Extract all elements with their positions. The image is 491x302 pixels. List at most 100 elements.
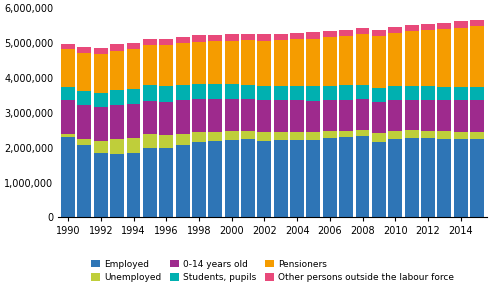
Bar [225, 131, 239, 140]
Bar [143, 45, 157, 85]
Bar [110, 90, 124, 104]
Bar [208, 132, 222, 141]
Bar [192, 99, 206, 132]
Bar [143, 85, 157, 101]
Bar [290, 33, 304, 39]
Bar [470, 20, 484, 27]
Bar [290, 132, 304, 140]
Bar [127, 43, 140, 49]
Bar [78, 53, 91, 91]
Bar [241, 40, 255, 85]
Bar [192, 42, 206, 84]
Bar [339, 85, 353, 100]
Bar [306, 140, 321, 217]
Bar [176, 101, 190, 134]
Bar [94, 93, 108, 107]
Bar [208, 34, 222, 41]
Bar [274, 40, 288, 86]
Bar [339, 137, 353, 217]
Bar [290, 140, 304, 217]
Bar [225, 84, 239, 98]
Bar [405, 25, 418, 31]
Bar [110, 44, 124, 50]
Bar [437, 131, 451, 139]
Bar [241, 34, 255, 40]
Bar [127, 88, 140, 104]
Bar [372, 36, 386, 88]
Bar [470, 87, 484, 100]
Bar [323, 138, 337, 217]
Bar [372, 30, 386, 36]
Bar [127, 138, 140, 153]
Bar [257, 100, 272, 132]
Bar [110, 139, 124, 154]
Bar [388, 27, 402, 33]
Bar [159, 45, 173, 86]
Bar [143, 101, 157, 134]
Bar [110, 104, 124, 139]
Bar [94, 107, 108, 141]
Bar [176, 43, 190, 85]
Bar [388, 139, 402, 217]
Bar [372, 88, 386, 102]
Bar [208, 41, 222, 84]
Bar [405, 85, 418, 100]
Bar [355, 28, 369, 34]
Bar [274, 132, 288, 140]
Bar [159, 148, 173, 217]
Bar [454, 21, 467, 28]
Bar [454, 101, 467, 132]
Bar [323, 86, 337, 100]
Bar [176, 145, 190, 217]
Bar [355, 34, 369, 85]
Bar [306, 86, 321, 101]
Bar [94, 153, 108, 217]
Bar [257, 34, 272, 41]
Bar [421, 86, 435, 100]
Bar [306, 132, 321, 140]
Bar [208, 141, 222, 217]
Bar [241, 99, 255, 131]
Bar [437, 100, 451, 131]
Bar [306, 32, 321, 39]
Bar [192, 132, 206, 142]
Bar [61, 137, 75, 217]
Bar [323, 100, 337, 131]
Bar [355, 130, 369, 136]
Bar [274, 86, 288, 100]
Bar [127, 153, 140, 217]
Legend: Employed, Unemployed, 0-14 years old, Students, pupils, Pensioners, Other person: Employed, Unemployed, 0-14 years old, St… [91, 260, 454, 282]
Bar [454, 132, 467, 139]
Bar [470, 139, 484, 217]
Bar [470, 132, 484, 139]
Bar [306, 101, 321, 132]
Bar [127, 49, 140, 88]
Bar [421, 30, 435, 86]
Bar [405, 138, 418, 217]
Bar [470, 27, 484, 87]
Bar [159, 86, 173, 102]
Bar [388, 33, 402, 86]
Bar [290, 39, 304, 86]
Bar [470, 100, 484, 132]
Bar [110, 50, 124, 90]
Bar [339, 130, 353, 137]
Bar [94, 54, 108, 93]
Bar [61, 50, 75, 87]
Bar [405, 130, 418, 138]
Bar [176, 37, 190, 43]
Bar [388, 131, 402, 139]
Bar [225, 140, 239, 217]
Bar [355, 136, 369, 217]
Bar [421, 100, 435, 131]
Bar [159, 102, 173, 135]
Bar [355, 99, 369, 130]
Bar [159, 135, 173, 148]
Bar [437, 139, 451, 217]
Bar [192, 84, 206, 99]
Bar [437, 23, 451, 29]
Bar [143, 134, 157, 148]
Bar [61, 133, 75, 137]
Bar [78, 91, 91, 105]
Bar [323, 131, 337, 138]
